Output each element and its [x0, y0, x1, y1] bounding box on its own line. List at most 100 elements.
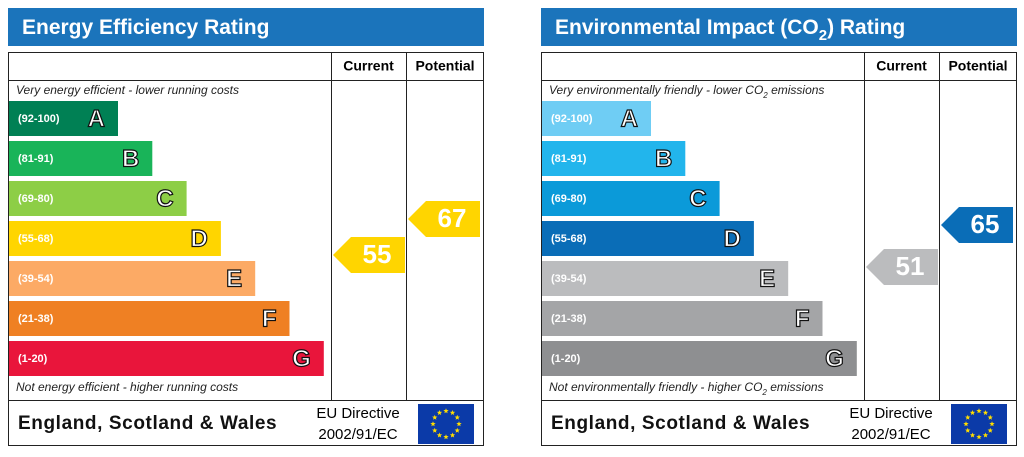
bottom-note-part: emissions	[767, 380, 824, 394]
band-range: (92-100)	[551, 113, 593, 125]
eu-star	[976, 408, 982, 414]
eu-star	[969, 409, 976, 416]
band-letter: A	[621, 105, 638, 132]
panel-title-part: ) Rating	[827, 16, 905, 39]
band-letter: D	[191, 225, 208, 252]
eu-star	[987, 414, 993, 420]
bottom-note-part: Not environmentally friendly - higher CO	[549, 380, 762, 394]
rating-arrow	[866, 249, 938, 285]
band-letter: A	[88, 105, 105, 132]
top-note-subscript: 2	[762, 91, 768, 100]
band-letter: G	[292, 345, 311, 372]
bottom-note-subscript: 2	[761, 388, 767, 397]
band-range: (69-80)	[551, 193, 587, 205]
band-letter: C	[156, 185, 173, 212]
frame	[8, 52, 484, 446]
eu-star	[432, 414, 438, 420]
band-letter: G	[825, 345, 844, 372]
bottom-note-part: Not energy efficient - higher running co…	[16, 380, 238, 394]
rating-value: 55	[363, 239, 392, 269]
rating-band	[542, 181, 720, 216]
top-note-part: Very energy efficient - lower running co…	[16, 83, 239, 97]
band-range: (1-20)	[18, 353, 48, 365]
rating-band	[9, 221, 221, 256]
rating-band	[542, 301, 823, 336]
rating-band	[9, 261, 256, 296]
eu-star	[436, 409, 443, 416]
eu-star	[969, 432, 976, 438]
rating-band	[542, 221, 754, 256]
rating-band	[542, 101, 651, 136]
rating-band	[542, 261, 789, 296]
rating-arrow	[941, 207, 1013, 243]
band-letter: F	[795, 305, 810, 332]
rating-value: 51	[896, 251, 925, 281]
eu-star	[963, 421, 969, 427]
eu-star	[982, 409, 989, 416]
panel-title-part: Energy Efficiency Rating	[22, 16, 269, 39]
band-range: (92-100)	[18, 113, 60, 125]
eu-star	[430, 421, 436, 427]
frame	[541, 52, 1017, 446]
directive-line: EU Directive	[316, 405, 399, 422]
column-header: Potential	[948, 58, 1007, 74]
panel-title: Energy Efficiency Rating	[22, 16, 269, 39]
eu-star	[987, 427, 993, 433]
panel-title-subscript: 2	[819, 27, 827, 44]
band-range: (55-68)	[18, 233, 54, 245]
eu-star	[449, 409, 456, 416]
band-range: (69-80)	[18, 193, 54, 205]
eu-star	[989, 421, 995, 427]
eu-star	[443, 434, 449, 440]
band-letter: D	[724, 225, 741, 252]
rating-arrow	[333, 237, 405, 273]
band-range: (1-20)	[551, 353, 581, 365]
bottom-note: Not energy efficient - higher running co…	[16, 380, 238, 394]
band-letter: C	[689, 185, 706, 212]
band-letter: B	[655, 145, 672, 172]
rating-band	[9, 301, 290, 336]
panel-title: Environmental Impact (CO2) Rating	[555, 16, 905, 45]
eu-star	[976, 434, 982, 440]
panel-title-part: Environmental Impact (CO	[555, 16, 819, 39]
eu-star	[982, 432, 989, 438]
eu-star	[454, 414, 460, 420]
band-range: (81-91)	[551, 153, 587, 165]
eu-star	[449, 432, 456, 438]
rating-band	[9, 181, 187, 216]
eu-star	[456, 421, 462, 427]
column-header: Current	[876, 58, 927, 74]
rating-arrow	[408, 201, 480, 237]
rating-value: 65	[971, 209, 1000, 239]
top-note-part: emissions	[768, 83, 825, 97]
title-bar	[541, 8, 1017, 46]
eu-star	[454, 427, 460, 433]
directive-line: EU Directive	[849, 405, 932, 422]
band-letter: E	[759, 265, 775, 292]
title-bar	[8, 8, 484, 46]
eu-star	[443, 408, 449, 414]
footer-region: England, Scotland & Wales	[551, 413, 810, 434]
band-range: (21-38)	[18, 313, 54, 325]
directive-line: 2002/91/EC	[851, 426, 930, 443]
column-header: Potential	[415, 58, 474, 74]
band-range: (39-54)	[18, 273, 54, 285]
top-note: Very environmentally friendly - lower CO…	[549, 83, 824, 99]
band-range: (81-91)	[18, 153, 54, 165]
rating-band	[9, 101, 118, 136]
top-note: Very energy efficient - lower running co…	[16, 83, 239, 97]
rating-band	[542, 141, 686, 176]
footer-region: England, Scotland & Wales	[18, 413, 277, 434]
band-letter: B	[122, 145, 139, 172]
eu-star	[965, 414, 971, 420]
rating-band	[9, 341, 324, 376]
band-letter: E	[226, 265, 242, 292]
eu-star	[965, 427, 971, 433]
band-letter: F	[262, 305, 277, 332]
band-range: (55-68)	[551, 233, 587, 245]
rating-value: 67	[438, 203, 467, 233]
bottom-note: Not environmentally friendly - higher CO…	[549, 380, 824, 396]
eu-star	[432, 427, 438, 433]
eu-star	[436, 432, 443, 438]
